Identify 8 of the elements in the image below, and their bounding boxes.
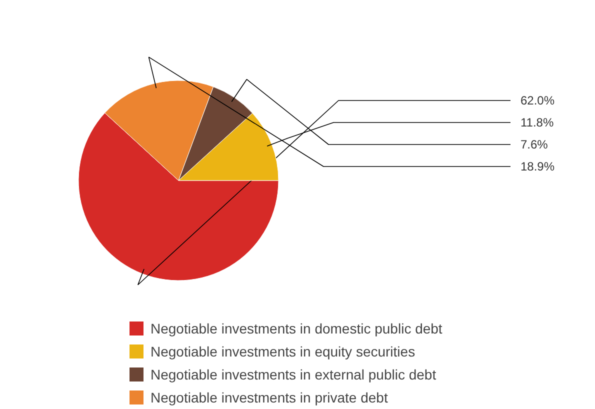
- legend-label: Negotiable investments in equity securities: [150, 344, 416, 360]
- legend-label: Negotiable investments in domestic public debt: [150, 320, 442, 336]
- data-label: 11.8%: [520, 116, 554, 130]
- legend-label: Negotiable investments in external public debt: [150, 366, 436, 382]
- legend-label: Negotiable investments in private debt: [150, 390, 388, 406]
- data-label: 7.6%: [520, 138, 548, 152]
- data-label: 62.0%: [520, 94, 555, 108]
- data-label: 18.9%: [520, 160, 555, 174]
